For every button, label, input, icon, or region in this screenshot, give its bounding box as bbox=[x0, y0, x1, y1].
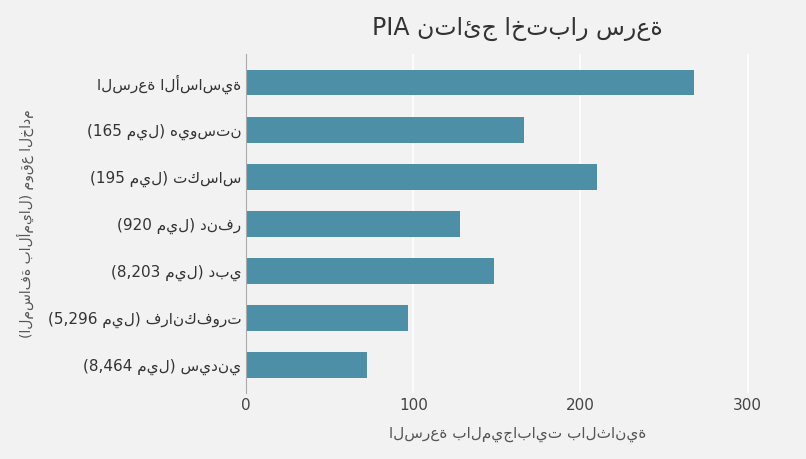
Bar bbox=[247, 211, 460, 237]
X-axis label: السرعة بالميجابايت بالثانية: السرعة بالميجابايت بالثانية bbox=[389, 427, 646, 442]
Bar bbox=[247, 258, 493, 284]
Title: PIA نتائج اختبار سرعة: PIA نتائج اختبار سرعة bbox=[372, 17, 663, 41]
Bar bbox=[247, 352, 367, 378]
Y-axis label: (المسافة بالأميال) موقع الخادم: (المسافة بالأميال) موقع الخادم bbox=[17, 109, 34, 338]
Bar bbox=[247, 117, 524, 142]
Bar bbox=[247, 305, 409, 331]
Bar bbox=[247, 69, 694, 95]
Bar bbox=[247, 164, 597, 190]
